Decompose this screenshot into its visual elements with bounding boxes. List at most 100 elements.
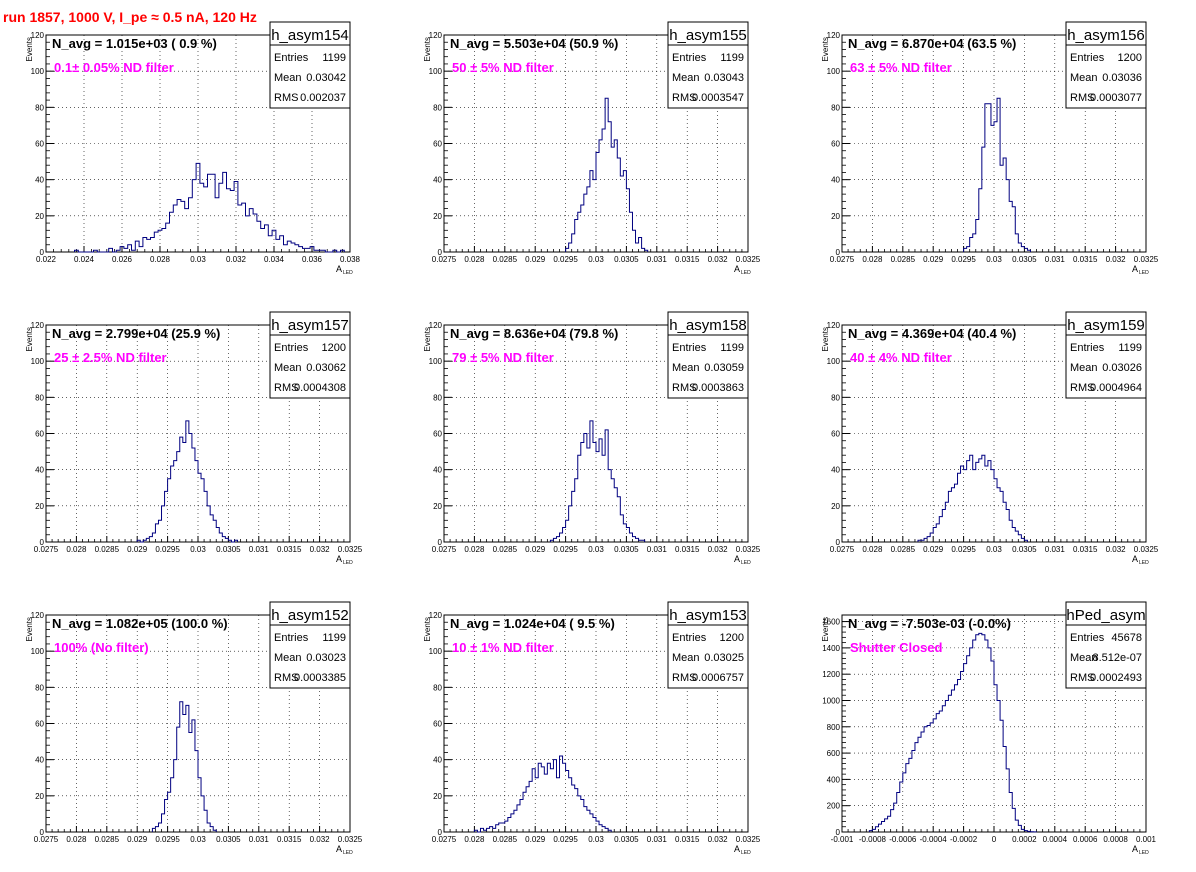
stats-label-mean: Mean: [274, 362, 302, 374]
y-tick-label: 120: [31, 321, 45, 330]
y-tick-label: 0: [438, 248, 443, 257]
x-tick-label: 0.0295: [951, 255, 976, 264]
x-axis-title: A: [1132, 844, 1138, 854]
stats-label-mean: Mean: [1070, 362, 1098, 374]
stats-label-entries: Entries: [672, 52, 707, 64]
y-tick-label: 80: [433, 393, 442, 402]
x-tick-label: 0.0325: [338, 835, 363, 844]
y-tick-label: 120: [31, 611, 45, 620]
y-tick-label: 60: [35, 720, 44, 729]
x-tick-label: 0.031: [647, 255, 668, 264]
y-tick-label: 80: [35, 393, 44, 402]
x-tick-label: 0.0275: [830, 545, 855, 554]
y-tick-label: 400: [827, 775, 841, 784]
x-tick-label: 0.0325: [338, 545, 363, 554]
x-tick-label: 0.0275: [34, 835, 59, 844]
stats-label-mean: Mean: [1070, 652, 1098, 664]
stats-label-rms: RMS: [672, 672, 696, 684]
y-tick-label: 100: [429, 647, 443, 656]
y-tick-label: 60: [831, 140, 840, 149]
stats-value-entries: 1200: [1118, 52, 1142, 64]
stats-box: [269, 601, 351, 689]
x-tick-label: 0.032: [226, 255, 247, 264]
x-tick-label: -0.0008: [859, 835, 887, 844]
stats-box: [269, 21, 351, 109]
y-tick-label: 20: [831, 502, 840, 511]
y-axis-title: Events: [423, 327, 432, 351]
stats-value-rms: 0.0002493: [1090, 672, 1142, 684]
y-tick-label: 40: [433, 466, 442, 475]
x-tick-label: 0.03: [986, 545, 1002, 554]
x-axis-title: A: [1132, 264, 1138, 274]
histogram-line: [74, 162, 345, 253]
x-tick-label: 0.0325: [736, 835, 761, 844]
histogram-name: h_asym153: [669, 607, 747, 624]
histogram-name: h_asym156: [1067, 27, 1145, 44]
x-tick-label: -0.0004: [920, 835, 948, 844]
y-tick-label: 100: [429, 67, 443, 76]
stats-label-mean: Mean: [274, 652, 302, 664]
x-tick-label: 0.0305: [614, 835, 639, 844]
x-tick-label: 0.0325: [736, 545, 761, 554]
y-tick-label: 0: [40, 538, 45, 547]
stats-label-mean: Mean: [1070, 72, 1098, 84]
y-tick-label: 0: [438, 828, 443, 837]
stats-label-mean: Mean: [672, 362, 700, 374]
stats-box: [667, 601, 749, 689]
y-axis-title: Events: [25, 327, 34, 351]
x-tick-label: 0.001: [1136, 835, 1157, 844]
stats-value-rms: 0.0003385: [294, 672, 346, 684]
x-tick-label: 0.0285: [493, 835, 518, 844]
x-tick-label: 0.029: [923, 545, 944, 554]
x-tick-label: 0.028: [464, 255, 485, 264]
x-axis-title: A: [336, 264, 342, 274]
filter-label: 63 ± 5% ND filter: [850, 60, 952, 75]
stats-label-rms: RMS: [274, 382, 298, 394]
stats-label-entries: Entries: [274, 342, 309, 354]
y-axis-title: Events: [821, 37, 830, 61]
stats-label-entries: Entries: [274, 632, 309, 644]
x-tick-label: 0.032: [708, 835, 729, 844]
y-tick-label: 20: [35, 792, 44, 801]
stats-label-entries: Entries: [1070, 52, 1105, 64]
x-tick-label: 0.03: [190, 835, 206, 844]
stats-label-mean: Mean: [672, 652, 700, 664]
x-tick-label: 0.0285: [95, 545, 120, 554]
x-tick-label: 0.028: [464, 835, 485, 844]
x-tick-label: 0.032: [310, 545, 331, 554]
y-tick-label: 40: [831, 176, 840, 185]
x-tick-label: 0.0305: [614, 545, 639, 554]
x-tick-label: -0.001: [831, 835, 854, 844]
x-axis-title-subscript: LED: [343, 560, 353, 566]
histogram-panel-h_asym159: 0.0275 0.028 0.0285 0.029 0.0295 0.03 0.0305 0.…: [821, 311, 1159, 566]
x-tick-label: 0.0275: [432, 835, 457, 844]
x-axis-title: A: [1132, 554, 1138, 564]
navg-label: N_avg = 1.082e+05 (100.0 %): [52, 616, 228, 631]
x-tick-label: 0.0305: [216, 835, 241, 844]
x-axis-title-subscript: LED: [343, 270, 353, 276]
y-tick-label: 60: [433, 720, 442, 729]
x-axis-title-subscript: LED: [1139, 850, 1149, 856]
stats-value-entries: 1199: [322, 632, 346, 644]
x-tick-label: 0.03: [588, 835, 604, 844]
x-tick-label: 0.022: [36, 255, 57, 264]
histogram-line: [549, 420, 646, 542]
x-tick-label: 0.029: [127, 545, 148, 554]
filter-label: 79 ± 5% ND filter: [452, 350, 554, 365]
x-tick-label: 0.0315: [675, 255, 700, 264]
y-tick-label: 60: [831, 430, 840, 439]
stats-value-rms: 0.0003863: [692, 382, 744, 394]
filter-label: 100% (No filter): [54, 640, 149, 655]
y-tick-label: 60: [35, 140, 44, 149]
y-tick-label: 80: [831, 103, 840, 112]
filter-label: 50 ± 5% ND filter: [452, 60, 554, 75]
y-tick-label: 80: [35, 103, 44, 112]
x-tick-label: 0.031: [249, 835, 270, 844]
x-tick-label: 0.0285: [493, 255, 518, 264]
x-tick-label: 0.0295: [553, 835, 578, 844]
stats-box: [1065, 311, 1147, 399]
x-tick-label: 0.0004: [1043, 835, 1068, 844]
stats-label-rms: RMS: [274, 672, 298, 684]
x-axis-title: A: [734, 844, 740, 854]
x-tick-label: 0.032: [1106, 545, 1127, 554]
